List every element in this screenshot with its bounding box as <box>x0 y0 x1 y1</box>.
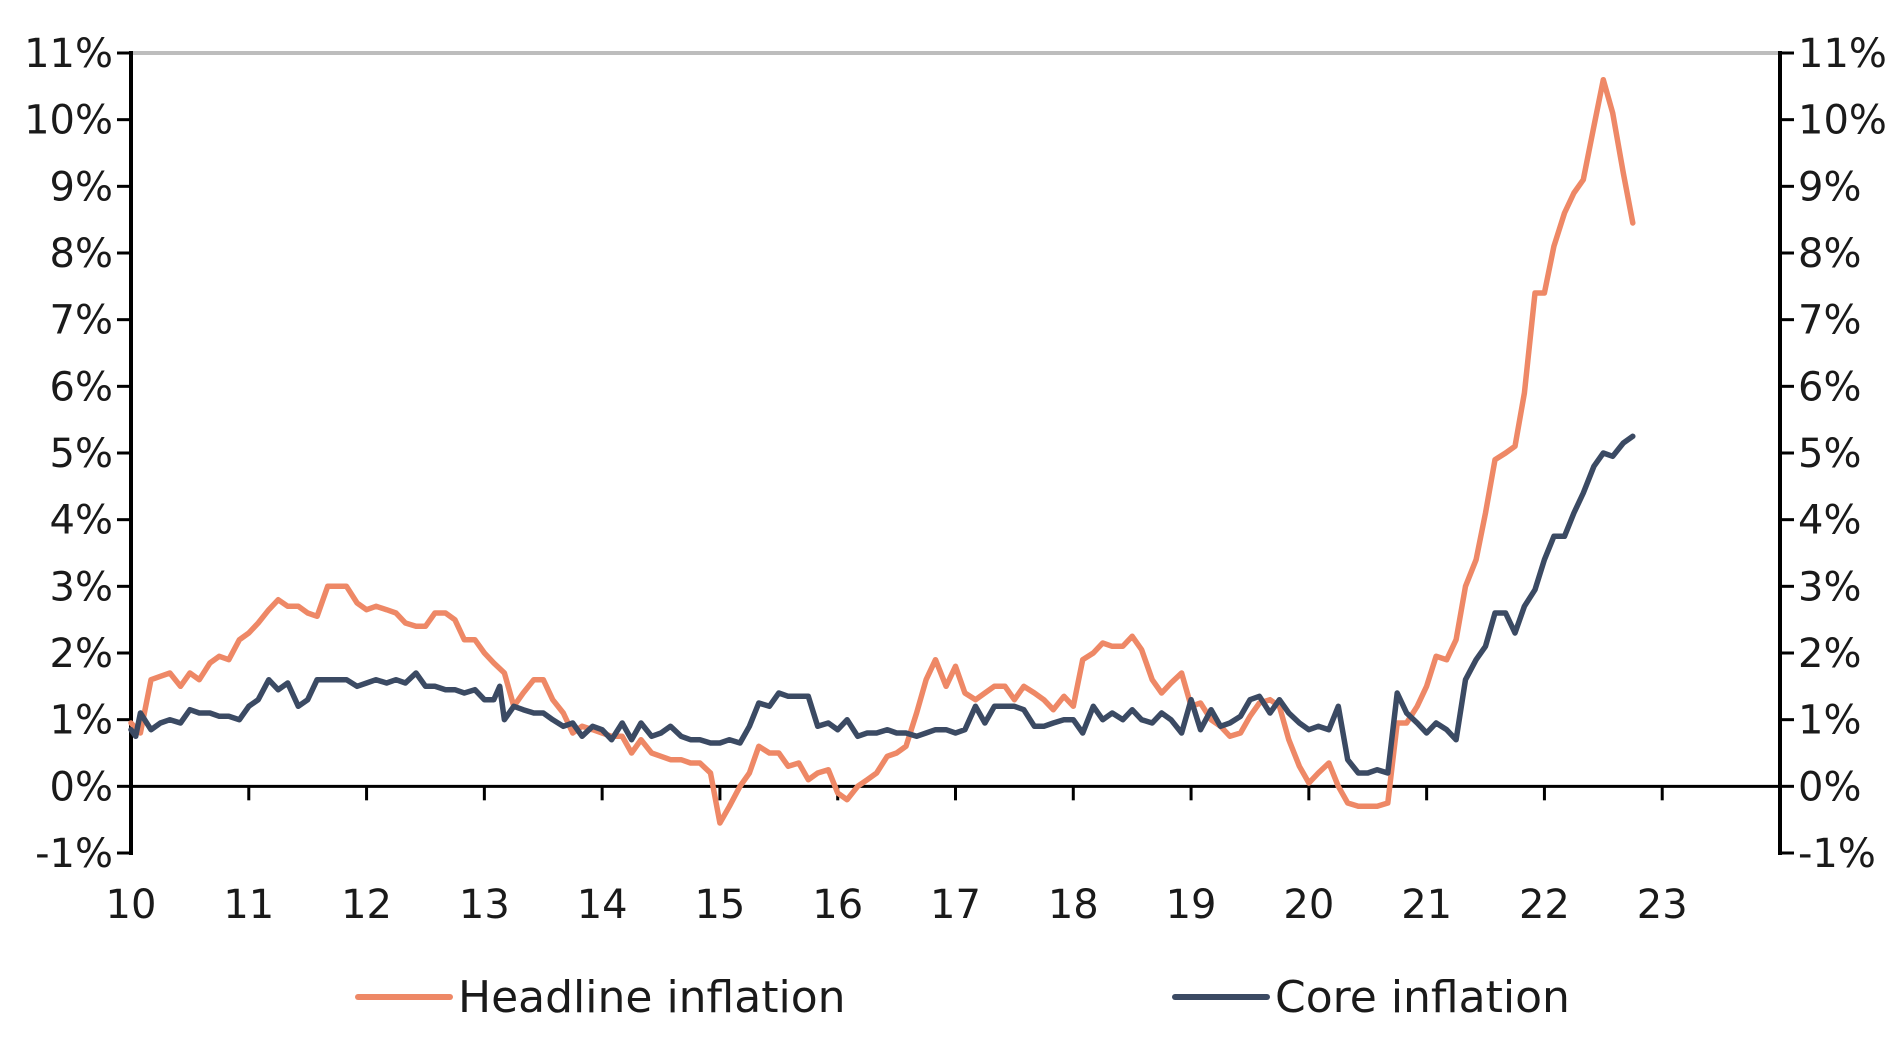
x-tick-label: 18 <box>1048 882 1099 928</box>
x-tick-label: 16 <box>812 882 863 928</box>
y-tick-label-left: 4% <box>50 498 113 544</box>
y-tick-label-right: 3% <box>1798 564 1861 610</box>
x-tick-label: 11 <box>223 882 274 928</box>
y-tick-label-right: 6% <box>1798 364 1861 410</box>
x-tick-label: 14 <box>577 882 628 928</box>
x-tick-label: 15 <box>694 882 745 928</box>
legend: Headline inflation Core inflation <box>355 972 1570 1023</box>
y-tick-label-right: 2% <box>1798 631 1861 677</box>
x-tick-label: 10 <box>106 882 157 928</box>
x-tick-label: 17 <box>930 882 981 928</box>
legend-label-headline: Headline inflation <box>458 972 846 1023</box>
y-tick-label-right: -1% <box>1798 831 1876 877</box>
y-tick-label-left: 1% <box>50 698 113 744</box>
series-line-headline <box>128 76 1636 826</box>
y-tick-label-left: 8% <box>50 231 113 277</box>
axis-layer: -1% -1% 0% 0% 1% 1% 2% 2% 3% 3% 4% 4% 5% 5% 6% 6% 7% 7% 8%… <box>24 31 1887 928</box>
y-tick-label-left: 2% <box>50 631 113 677</box>
series-line-core <box>128 433 1636 776</box>
x-tick-label: 20 <box>1283 882 1334 928</box>
y-tick-label-left: -1% <box>35 831 113 877</box>
y-tick-label-left: 0% <box>50 764 113 810</box>
x-tick-label: 23 <box>1637 882 1688 928</box>
y-tick-label-left: 5% <box>50 431 113 477</box>
y-tick-label-left: 10% <box>24 98 113 144</box>
y-tick-label-right: 4% <box>1798 498 1861 544</box>
y-tick-label-right: 10% <box>1798 98 1887 144</box>
y-tick-label-right: 9% <box>1798 164 1861 210</box>
y-tick-label-right: 5% <box>1798 431 1861 477</box>
x-tick-label: 22 <box>1519 882 1570 928</box>
y-tick-label-left: 3% <box>50 564 113 610</box>
y-tick-label-right: 7% <box>1798 298 1861 344</box>
x-tick-label: 19 <box>1166 882 1217 928</box>
y-tick-label-left: 11% <box>24 31 113 77</box>
y-tick-label-right: 11% <box>1798 31 1887 77</box>
series-layer <box>128 76 1636 826</box>
y-tick-label-left: 6% <box>50 364 113 410</box>
x-tick-label: 12 <box>341 882 392 928</box>
y-tick-label-right: 8% <box>1798 231 1861 277</box>
x-tick-label: 13 <box>459 882 510 928</box>
y-tick-label-right: 0% <box>1798 764 1861 810</box>
y-tick-label-left: 7% <box>50 298 113 344</box>
x-tick-label: 21 <box>1401 882 1452 928</box>
y-tick-label-right: 1% <box>1798 698 1861 744</box>
y-tick-label-left: 9% <box>50 164 113 210</box>
legend-label-core: Core inflation <box>1275 972 1570 1023</box>
